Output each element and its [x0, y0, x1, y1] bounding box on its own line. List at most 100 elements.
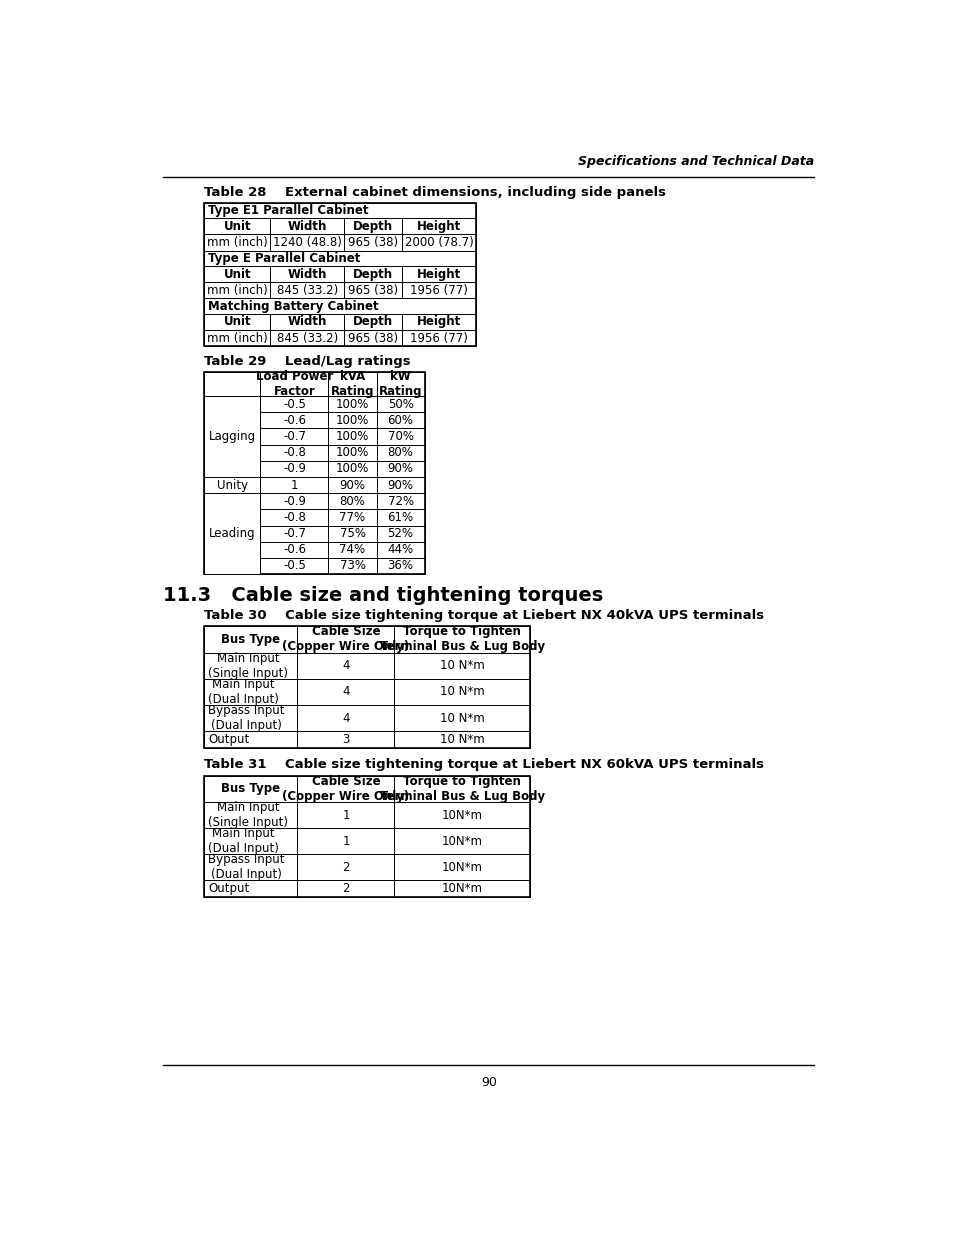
Text: 75%: 75% — [339, 527, 365, 540]
Text: 77%: 77% — [339, 511, 365, 524]
Text: kVA
Rating: kVA Rating — [331, 370, 374, 398]
Bar — [270, 330, 344, 346]
Bar — [204, 203, 476, 219]
Bar — [402, 235, 476, 251]
Bar — [270, 282, 344, 299]
Text: Table 31    Cable size tightening torque at Liebert NX 60kVA UPS terminals: Table 31 Cable size tightening torque at… — [204, 758, 763, 772]
Text: 36%: 36% — [387, 559, 414, 573]
Bar — [297, 881, 394, 898]
Text: Width: Width — [287, 220, 327, 233]
Bar — [376, 429, 424, 445]
Text: 4: 4 — [342, 659, 350, 672]
Bar — [402, 282, 476, 299]
Text: Specifications and Technical Data: Specifications and Technical Data — [578, 154, 814, 168]
Text: Width: Width — [287, 268, 327, 280]
Text: 1: 1 — [291, 479, 298, 492]
Bar — [328, 558, 376, 574]
Text: Depth: Depth — [353, 315, 393, 329]
Bar — [204, 396, 260, 477]
Text: 100%: 100% — [335, 414, 369, 427]
Bar — [260, 461, 328, 477]
Bar — [344, 266, 402, 282]
Text: 52%: 52% — [387, 527, 414, 540]
Text: 4: 4 — [342, 711, 350, 725]
Bar — [328, 493, 376, 509]
Text: 10 N*m: 10 N*m — [439, 685, 484, 698]
Text: Table 28    External cabinet dimensions, including side panels: Table 28 External cabinet dimensions, in… — [204, 185, 666, 199]
Bar — [260, 477, 328, 493]
Text: mm (inch): mm (inch) — [207, 331, 268, 345]
Bar — [260, 509, 328, 526]
Text: 1956 (77): 1956 (77) — [410, 331, 467, 345]
Bar — [260, 542, 328, 558]
Text: 100%: 100% — [335, 398, 369, 411]
Bar — [204, 829, 297, 855]
Text: 100%: 100% — [335, 446, 369, 459]
Bar — [297, 776, 394, 802]
Bar — [204, 776, 297, 802]
Text: -0.7: -0.7 — [283, 527, 306, 540]
Text: Main Input
(Single Input): Main Input (Single Input) — [208, 652, 288, 679]
Bar — [344, 219, 402, 235]
Text: 965 (38): 965 (38) — [348, 331, 397, 345]
Text: Torque to Tighten
Terminal Bus & Lug Body: Torque to Tighten Terminal Bus & Lug Bod… — [379, 774, 544, 803]
Bar — [376, 493, 424, 509]
Bar — [260, 526, 328, 542]
Text: mm (inch): mm (inch) — [207, 236, 268, 249]
Bar — [376, 396, 424, 412]
Bar — [204, 652, 297, 679]
Text: 80%: 80% — [387, 446, 413, 459]
Bar — [394, 802, 530, 829]
Bar — [260, 372, 328, 396]
Bar — [394, 829, 530, 855]
Text: 100%: 100% — [335, 430, 369, 443]
Bar — [328, 461, 376, 477]
Bar — [394, 652, 530, 679]
Text: -0.9: -0.9 — [283, 495, 306, 508]
Bar — [260, 412, 328, 429]
Text: 10 N*m: 10 N*m — [439, 711, 484, 725]
Text: Main Input
(Dual Input): Main Input (Dual Input) — [208, 678, 279, 706]
Bar — [204, 372, 424, 574]
Text: Height: Height — [416, 268, 460, 280]
Text: Leading: Leading — [209, 527, 255, 540]
Text: 50%: 50% — [387, 398, 413, 411]
Text: Unit: Unit — [223, 268, 251, 280]
Text: 60%: 60% — [387, 414, 414, 427]
Text: 2000 (78.7): 2000 (78.7) — [404, 236, 473, 249]
Bar — [402, 314, 476, 330]
Text: 10N*m: 10N*m — [441, 835, 482, 847]
Bar — [328, 509, 376, 526]
Text: 90%: 90% — [387, 462, 414, 475]
Bar — [394, 626, 530, 652]
Bar — [394, 855, 530, 881]
Bar — [376, 509, 424, 526]
Text: 2: 2 — [342, 883, 350, 895]
Text: Bypass Input
(Dual Input): Bypass Input (Dual Input) — [208, 704, 285, 732]
Bar — [204, 314, 270, 330]
Bar — [328, 372, 376, 396]
Text: mm (inch): mm (inch) — [207, 284, 268, 296]
Bar — [260, 429, 328, 445]
Text: Load Power
Factor: Load Power Factor — [255, 370, 333, 398]
Bar — [376, 526, 424, 542]
Bar — [376, 558, 424, 574]
Text: 10N*m: 10N*m — [441, 809, 482, 821]
Bar — [297, 679, 394, 705]
Bar — [394, 705, 530, 731]
Text: Bus Type: Bus Type — [221, 782, 280, 795]
Bar — [344, 235, 402, 251]
Bar — [376, 372, 424, 396]
Text: 3: 3 — [342, 734, 349, 746]
Bar — [204, 493, 260, 574]
Bar — [344, 282, 402, 299]
Bar — [297, 705, 394, 731]
Text: -0.6: -0.6 — [283, 414, 306, 427]
Text: Table 29    Lead/Lag ratings: Table 29 Lead/Lag ratings — [204, 354, 411, 368]
Bar — [270, 266, 344, 282]
Text: -0.8: -0.8 — [283, 446, 306, 459]
Text: 90%: 90% — [339, 479, 365, 492]
Text: 80%: 80% — [339, 495, 365, 508]
Text: 1: 1 — [342, 809, 350, 821]
Bar — [402, 219, 476, 235]
